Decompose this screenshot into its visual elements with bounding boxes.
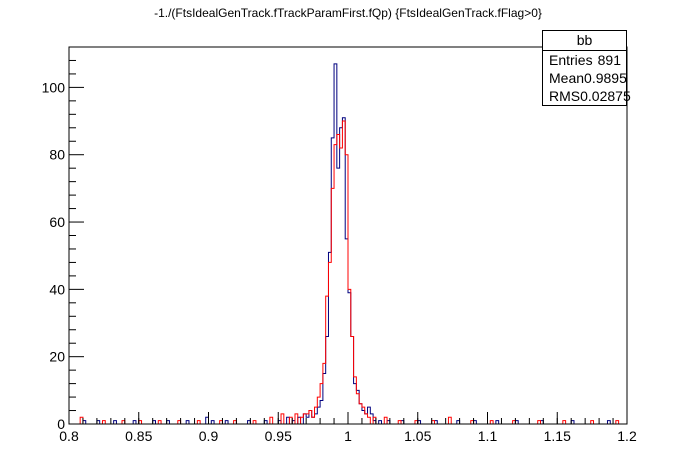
x-tick-label: 0.85 — [125, 428, 152, 444]
x-tick-label: 1.2 — [617, 428, 637, 444]
x-tick-label: 0.8 — [59, 428, 79, 444]
histogram-series-layer — [69, 63, 627, 425]
stats-label: Mean — [549, 70, 585, 86]
stats-row-entries: Entries 891 — [543, 51, 626, 69]
y-tick-label: 100 — [42, 79, 66, 95]
stats-row-rms: RMS 0.02875 — [543, 87, 631, 105]
x-tick-label: 1.15 — [544, 428, 571, 444]
stats-value: 891 — [597, 52, 621, 68]
histogram-series-1 — [69, 120, 627, 425]
stats-label: Entries — [549, 52, 593, 68]
stats-name: bb — [543, 31, 626, 51]
y-tick-label: 40 — [49, 281, 65, 297]
stats-box: bb Entries 891 Mean 0.9895 RMS 0.02875 — [542, 30, 631, 106]
stats-value: 0.02875 — [580, 88, 631, 104]
x-tick-label: 0.95 — [265, 428, 292, 444]
y-tick-label: 60 — [49, 214, 65, 230]
y-tick-label: 80 — [49, 147, 65, 163]
stats-row-mean: Mean 0.9895 — [543, 69, 627, 87]
x-tick-label: 1 — [344, 428, 352, 444]
stats-value: 0.9895 — [584, 70, 627, 86]
x-tick-label: 1.1 — [478, 428, 498, 444]
axis-layer: 0.8 0.85 0.9 0.95 1 1.05 1.1 1.15 1.2 0 20 40 60 80 10… — [42, 46, 637, 444]
x-tick-label: 1.05 — [404, 428, 431, 444]
x-tick-label: 0.9 — [199, 428, 219, 444]
y-tick-label: 20 — [49, 349, 65, 365]
chart-title: -1./(FtsIdealGenTrack.fTrackParamFirst.f… — [154, 6, 542, 20]
stats-label: RMS — [549, 88, 581, 104]
y-tick-label: 0 — [57, 416, 65, 432]
